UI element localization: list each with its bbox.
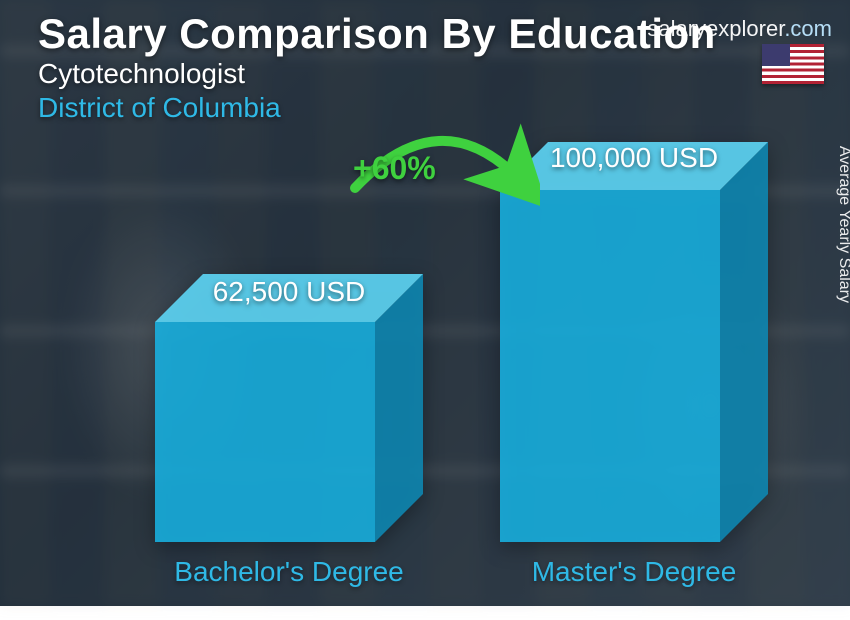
bar-value-0: 62,500 USD bbox=[135, 276, 443, 308]
infographic-root: Salary Comparison By Education Cytotechn… bbox=[0, 0, 850, 606]
bar-1 bbox=[500, 142, 768, 542]
bar-chart: 62,500 USDBachelor's Degree 100,000 USDM… bbox=[0, 0, 850, 606]
bar-0 bbox=[155, 274, 423, 542]
percent-increase: +60% bbox=[353, 150, 436, 187]
bar-label-1: Master's Degree bbox=[470, 556, 798, 588]
bar-label-0: Bachelor's Degree bbox=[125, 556, 453, 588]
